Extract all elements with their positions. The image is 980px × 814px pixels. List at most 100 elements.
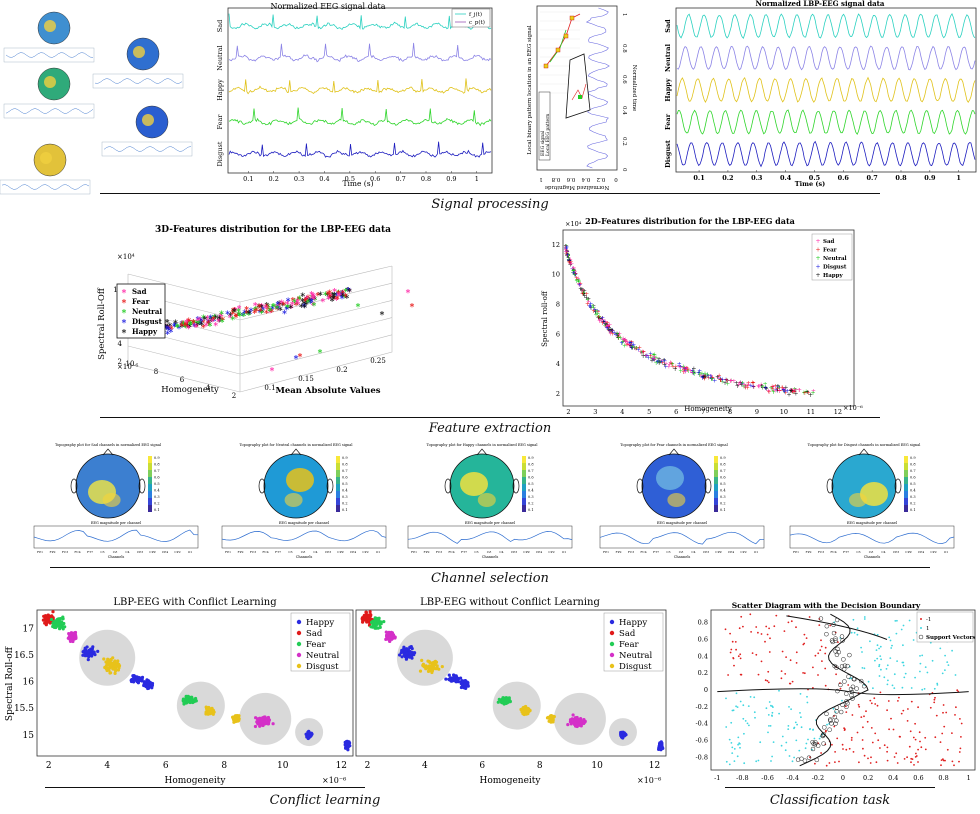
star-point: *: [169, 328, 174, 338]
eeg-title: Normalized EEG signal data: [270, 2, 385, 11]
scatter3d-legend: * Sad* Fear* Neutral* Disgust* Happy: [116, 283, 166, 339]
plus-point: +: [683, 368, 688, 375]
svm-point: [889, 657, 892, 659]
section-title-classification: Classification task: [769, 793, 891, 808]
x-tick-label: 0.6: [838, 174, 850, 182]
topo-colorbar-label: 0.3: [528, 495, 534, 499]
plus-point: +: [629, 344, 634, 351]
star-point: *: [231, 307, 236, 317]
svm-point: [727, 674, 729, 676]
svm-point: [896, 762, 899, 764]
star-point: *: [173, 319, 178, 329]
x-tick-label: 6: [163, 761, 169, 771]
svm-point: [794, 721, 797, 724]
topo-nose: [668, 448, 680, 456]
star-point: *: [261, 306, 266, 316]
plus-point: +: [563, 246, 568, 253]
topo-channel-label: CP4: [162, 550, 168, 554]
topo-ear: [138, 478, 146, 494]
plus-point: +: [702, 373, 707, 380]
star-point: *: [199, 318, 204, 328]
plus-point: +: [619, 340, 624, 347]
star-point: *: [312, 296, 317, 306]
plus-point: +: [677, 363, 682, 370]
svm-point: [750, 631, 752, 633]
plus-point: +: [565, 250, 570, 257]
svm-point: [778, 712, 780, 715]
svm-point: [749, 696, 752, 698]
plus-point: +: [703, 373, 708, 380]
plus-point: +: [566, 255, 571, 262]
plus-point: +: [590, 303, 595, 310]
star-point: *: [259, 304, 264, 314]
plus-point: +: [607, 325, 612, 332]
plus-point: +: [607, 327, 612, 334]
svm-point: [944, 669, 946, 671]
legend-marker: *: [122, 299, 127, 309]
svm-point: [817, 652, 820, 655]
svm-point: [921, 654, 924, 657]
star-point: *: [185, 319, 190, 329]
data-point: [117, 664, 122, 668]
data-point: [369, 613, 373, 617]
topo-channel-label: FT7: [461, 550, 467, 554]
svm-point: [903, 676, 906, 679]
plus-point: +: [655, 359, 660, 366]
y-tick-label: 0.8: [698, 619, 708, 627]
star-point: *: [241, 313, 246, 323]
star-point: *: [274, 304, 279, 314]
legend-marker: [296, 663, 302, 669]
plus-point: +: [691, 366, 696, 373]
svm-point: [907, 708, 909, 710]
plus-point: +: [578, 282, 583, 289]
plus-point: +: [624, 342, 629, 349]
svm-point: [912, 736, 915, 739]
topo-channel-label: CP4: [918, 550, 924, 554]
topo-ear: [444, 478, 452, 494]
plus-point: +: [691, 370, 696, 377]
star-point: *: [244, 306, 249, 316]
support-vector: [810, 746, 816, 752]
plus-point: +: [568, 261, 573, 268]
topo-line-frame: [221, 525, 387, 549]
data-point: [109, 657, 113, 662]
svm-point: [842, 748, 844, 750]
plus-point: +: [622, 342, 627, 349]
legend-label-sad: Sad: [306, 629, 323, 639]
svm-point: [947, 664, 950, 666]
svm-point: [861, 739, 864, 741]
star-point: *: [292, 299, 297, 309]
plus-point: +: [663, 363, 668, 370]
section-title-channel: Channel selection: [431, 571, 549, 586]
topo-channel-label: CPZ: [337, 550, 343, 554]
topo-colorbar: [904, 470, 908, 477]
conflict-with-title: LBP-EEG with Conflict Learning: [113, 597, 277, 608]
svm-point: [772, 706, 774, 708]
star-point: *: [198, 317, 203, 327]
svm-point: [843, 729, 846, 731]
plus-point: +: [662, 362, 667, 369]
plus-point: +: [681, 364, 686, 371]
svm-point: [955, 706, 957, 709]
data-point: [418, 669, 423, 673]
topo-channel-label: FC3: [436, 550, 442, 554]
plus-point: +: [572, 268, 577, 275]
svm-point: [875, 649, 878, 651]
svm-title: Scatter Diagram with the Decision Bounda…: [732, 601, 921, 610]
data-point: [583, 719, 587, 723]
svm-point: [886, 683, 889, 686]
svm-point: [878, 663, 881, 666]
plus-point: +: [751, 380, 756, 387]
star-point: *: [340, 292, 345, 302]
svm-point: [926, 671, 929, 674]
star-point: *: [310, 294, 315, 304]
legend-marker: +: [815, 255, 820, 262]
svm-point: [767, 670, 770, 673]
plus-point: +: [656, 358, 661, 365]
svm-point: [835, 673, 837, 676]
svm-point: [740, 615, 743, 618]
topo-colorbar-label: 0.8: [528, 463, 534, 467]
legend-marker: [918, 634, 924, 640]
thumb-blob: [40, 152, 52, 164]
